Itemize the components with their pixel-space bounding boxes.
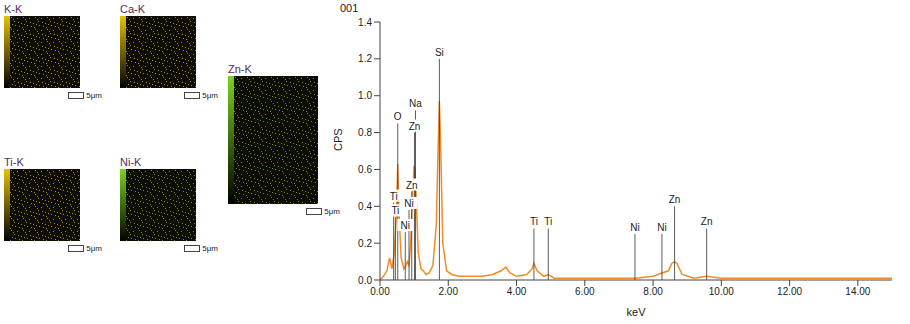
svg-text:14.00: 14.00 bbox=[845, 286, 870, 297]
svg-text:CPS: CPS bbox=[332, 128, 344, 151]
html-text:K-K: K-K bbox=[4, 3, 23, 15]
svg-text:Ti: Ti bbox=[390, 191, 398, 202]
svg-text:Ni: Ni bbox=[657, 222, 666, 233]
svg-text:0.2: 0.2 bbox=[358, 238, 372, 249]
svg-text:Ni: Ni bbox=[630, 222, 639, 233]
svg-text:Na: Na bbox=[409, 98, 422, 109]
svg-text:12.00: 12.00 bbox=[777, 286, 802, 297]
svg-text:4.00: 4.00 bbox=[507, 286, 527, 297]
svg-text:Si: Si bbox=[435, 47, 444, 58]
svg-text:Zn: Zn bbox=[406, 180, 418, 191]
html-text:Ni-K: Ni-K bbox=[120, 156, 142, 168]
svg-text:0.4: 0.4 bbox=[358, 201, 372, 212]
svg-text:Zn: Zn bbox=[409, 121, 421, 132]
svg-text:Ni: Ni bbox=[404, 198, 413, 209]
html-text:5μm: 5μm bbox=[324, 207, 340, 216]
svg-text:0.8: 0.8 bbox=[358, 127, 372, 138]
svg-text:Ni: Ni bbox=[401, 220, 410, 231]
svg-text:1.2: 1.2 bbox=[358, 53, 372, 64]
svg-text:0.00: 0.00 bbox=[370, 286, 390, 297]
svg-text:0.6: 0.6 bbox=[358, 164, 372, 175]
html-text:5μm: 5μm bbox=[202, 244, 218, 253]
svg-text:Zn: Zn bbox=[701, 216, 713, 227]
svg-text:O: O bbox=[394, 111, 402, 122]
svg-text:Ti: Ti bbox=[391, 205, 399, 216]
html-text:5μm: 5μm bbox=[202, 91, 218, 100]
svg-text:0.0: 0.0 bbox=[358, 275, 372, 286]
svg-text:2.00: 2.00 bbox=[439, 286, 459, 297]
svg-text:Zn: Zn bbox=[669, 194, 681, 205]
html-text:5μm: 5μm bbox=[86, 91, 102, 100]
html-text:Ti-K: Ti-K bbox=[4, 156, 24, 168]
html-text:5μm: 5μm bbox=[86, 244, 102, 253]
html-text:001: 001 bbox=[340, 2, 359, 14]
svg-text:1.4: 1.4 bbox=[358, 17, 372, 28]
svg-text:10.00: 10.00 bbox=[709, 286, 734, 297]
html-text:Zn-K: Zn-K bbox=[228, 63, 252, 75]
svg-text:6.00: 6.00 bbox=[575, 286, 595, 297]
svg-text:1.0: 1.0 bbox=[358, 90, 372, 101]
svg-text:8.00: 8.00 bbox=[643, 286, 663, 297]
svg-text:Ti: Ti bbox=[544, 216, 552, 227]
html-text:Ca-K: Ca-K bbox=[120, 3, 146, 15]
svg-text:keV: keV bbox=[627, 306, 647, 318]
svg-text:Ti: Ti bbox=[530, 216, 538, 227]
